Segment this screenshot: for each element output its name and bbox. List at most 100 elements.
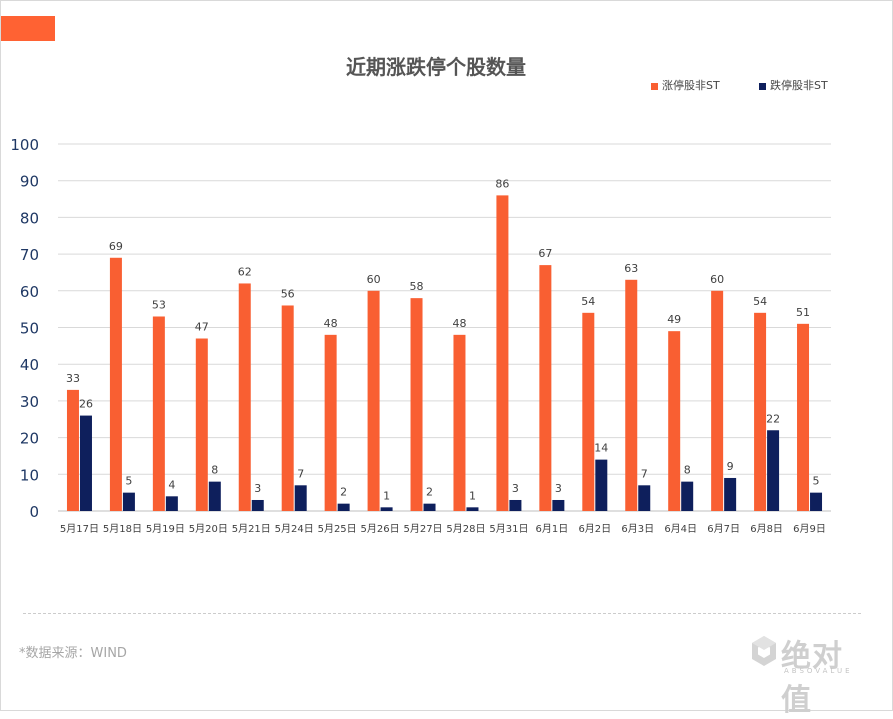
data-label-up: 33 bbox=[66, 372, 80, 385]
x-tick-label: 6月2日 bbox=[578, 523, 611, 535]
brand-logo: 绝对值 ABSOVALUE bbox=[751, 633, 863, 718]
data-label-up: 60 bbox=[710, 273, 724, 286]
legend-item-down: 跌停股非ST bbox=[759, 77, 828, 93]
y-tick-label: 90 bbox=[20, 173, 39, 191]
accent-bar bbox=[1, 16, 55, 41]
bar-up bbox=[195, 338, 208, 511]
x-tick-label: 5月31日 bbox=[489, 523, 528, 535]
x-tick-label: 6月9日 bbox=[793, 523, 826, 535]
y-tick-label: 100 bbox=[10, 136, 39, 154]
data-label-down: 2 bbox=[340, 486, 347, 499]
x-tick-label: 5月27日 bbox=[403, 523, 442, 535]
bar-up bbox=[582, 312, 595, 511]
bar-down bbox=[208, 481, 221, 511]
logo-subtext: ABSOVALUE bbox=[784, 667, 853, 675]
data-label-down: 3 bbox=[512, 482, 519, 495]
x-tick-label: 5月26日 bbox=[361, 523, 400, 535]
y-tick-label: 10 bbox=[20, 466, 39, 484]
data-label-down: 4 bbox=[168, 478, 175, 491]
data-label-up: 62 bbox=[238, 265, 252, 278]
x-tick-label: 5月17日 bbox=[60, 523, 99, 535]
bar-up bbox=[367, 290, 380, 511]
bar-down bbox=[122, 492, 135, 511]
x-tick-label: 5月24日 bbox=[275, 523, 314, 535]
x-tick-label: 6月1日 bbox=[535, 523, 568, 535]
bar-down bbox=[595, 459, 608, 511]
data-source: *数据来源：WIND bbox=[19, 646, 127, 661]
data-label-down: 9 bbox=[727, 460, 734, 473]
data-label-down: 2 bbox=[426, 486, 433, 499]
bar-down bbox=[165, 496, 178, 511]
data-label-up: 54 bbox=[753, 295, 767, 308]
legend-label-up: 涨停股非ST bbox=[662, 79, 720, 92]
data-label-up: 48 bbox=[324, 317, 338, 330]
data-label-down: 8 bbox=[211, 464, 218, 477]
data-label-up: 54 bbox=[581, 295, 595, 308]
logo-text: 绝对值 bbox=[781, 639, 843, 718]
chart-title: 近期涨跌停个股数量 bbox=[346, 55, 526, 79]
bar-up bbox=[109, 257, 122, 511]
data-label-up: 53 bbox=[152, 298, 166, 311]
data-label-down: 3 bbox=[555, 482, 562, 495]
legend-label-down: 跌停股非ST bbox=[770, 79, 828, 92]
data-label-down: 1 bbox=[469, 489, 476, 502]
data-label-up: 47 bbox=[195, 321, 209, 334]
bar-chart: 010203040506070809010033265月17日6955月18日5… bbox=[10, 136, 831, 535]
data-label-up: 67 bbox=[538, 247, 552, 260]
bar-down bbox=[638, 485, 651, 511]
x-tick-label: 5月19日 bbox=[146, 523, 185, 535]
y-tick-label: 20 bbox=[20, 430, 39, 448]
bar-up bbox=[711, 290, 724, 511]
y-tick-label: 80 bbox=[20, 209, 39, 227]
bar-down bbox=[724, 477, 737, 511]
bar-down bbox=[767, 430, 780, 511]
bar-down bbox=[251, 499, 264, 511]
bar-up bbox=[625, 279, 638, 511]
legend-item-up: 涨停股非ST bbox=[651, 77, 720, 93]
y-tick-label: 40 bbox=[20, 356, 39, 374]
x-tick-label: 5月18日 bbox=[103, 523, 142, 535]
data-label-up: 51 bbox=[796, 306, 810, 319]
bar-up bbox=[410, 298, 423, 511]
bar-up bbox=[539, 265, 552, 511]
data-label-down: 8 bbox=[684, 464, 691, 477]
bar-up bbox=[453, 334, 466, 511]
data-label-up: 56 bbox=[281, 287, 295, 300]
bar-down bbox=[509, 499, 522, 511]
data-label-up: 49 bbox=[667, 313, 681, 326]
data-label-up: 48 bbox=[452, 317, 466, 330]
bar-down bbox=[466, 507, 479, 511]
bar-down bbox=[337, 503, 350, 511]
bar-down bbox=[423, 503, 436, 511]
bar-up bbox=[281, 305, 294, 511]
data-label-down: 1 bbox=[383, 489, 390, 502]
x-tick-label: 5月28日 bbox=[446, 523, 485, 535]
x-tick-label: 6月7日 bbox=[707, 523, 740, 535]
x-tick-label: 5月20日 bbox=[189, 523, 228, 535]
data-label-down: 14 bbox=[594, 442, 608, 455]
bar-up bbox=[754, 312, 767, 511]
data-label-down: 26 bbox=[79, 398, 93, 411]
x-tick-label: 6月4日 bbox=[664, 523, 697, 535]
x-tick-label: 6月8日 bbox=[750, 523, 783, 535]
bar-down bbox=[380, 507, 393, 511]
legend-swatch-up bbox=[651, 82, 658, 90]
bar-up bbox=[238, 283, 251, 511]
y-tick-label: 50 bbox=[20, 320, 39, 338]
x-tick-label: 5月21日 bbox=[232, 523, 271, 535]
bar-up bbox=[496, 195, 509, 511]
bar-down bbox=[552, 499, 565, 511]
y-tick-label: 0 bbox=[29, 503, 39, 521]
y-tick-label: 30 bbox=[20, 393, 39, 411]
data-label-down: 7 bbox=[641, 467, 648, 480]
bar-down bbox=[810, 492, 823, 511]
footer-divider bbox=[23, 613, 861, 614]
cube-icon bbox=[752, 636, 776, 666]
legend-swatch-down bbox=[759, 82, 766, 90]
data-label-down: 3 bbox=[254, 482, 261, 495]
y-tick-label: 70 bbox=[20, 246, 39, 264]
data-label-up: 86 bbox=[495, 177, 509, 190]
data-label-down: 5 bbox=[125, 475, 132, 488]
data-label-up: 60 bbox=[367, 273, 381, 286]
